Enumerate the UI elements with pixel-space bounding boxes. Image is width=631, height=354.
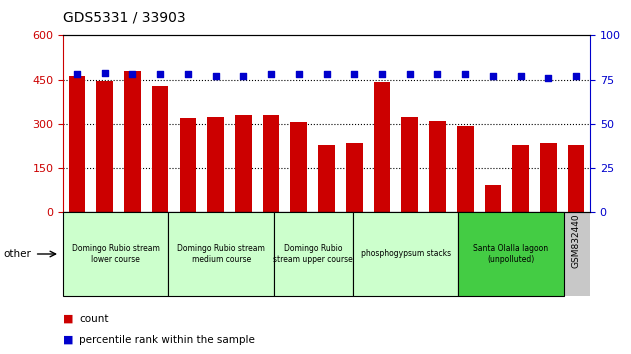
Text: ■: ■ xyxy=(63,314,74,324)
Text: ■: ■ xyxy=(63,335,74,345)
Point xyxy=(377,72,387,77)
Bar xyxy=(457,126,473,212)
Point xyxy=(127,72,138,77)
Text: percentile rank within the sample: percentile rank within the sample xyxy=(79,335,255,345)
Bar xyxy=(152,86,168,212)
Point xyxy=(72,72,82,77)
Point xyxy=(488,73,498,79)
Point xyxy=(321,72,332,77)
Text: other: other xyxy=(3,249,31,259)
Bar xyxy=(180,118,196,212)
Bar xyxy=(69,76,85,212)
Bar xyxy=(208,118,224,212)
Point xyxy=(571,73,581,79)
Point xyxy=(183,72,193,77)
Bar xyxy=(262,115,280,212)
Point xyxy=(155,72,165,77)
Point xyxy=(211,73,221,79)
Bar xyxy=(429,121,445,212)
Point xyxy=(543,75,553,81)
Text: Domingo Rubio
stream upper course: Domingo Rubio stream upper course xyxy=(273,244,353,264)
Bar xyxy=(97,80,113,212)
Bar xyxy=(485,185,501,212)
Text: Domingo Rubio stream
medium course: Domingo Rubio stream medium course xyxy=(177,244,265,264)
Point xyxy=(294,72,304,77)
Point xyxy=(404,72,415,77)
Text: phosphogypsum stacks: phosphogypsum stacks xyxy=(360,250,451,258)
Bar xyxy=(568,145,584,212)
Point xyxy=(239,73,249,79)
Text: Santa Olalla lagoon
(unpolluted): Santa Olalla lagoon (unpolluted) xyxy=(473,244,548,264)
Bar xyxy=(512,145,529,212)
Text: Domingo Rubio stream
lower course: Domingo Rubio stream lower course xyxy=(72,244,160,264)
Point xyxy=(266,72,276,77)
Bar xyxy=(235,115,252,212)
Point xyxy=(349,72,359,77)
Point xyxy=(460,72,470,77)
Text: GDS5331 / 33903: GDS5331 / 33903 xyxy=(63,11,186,25)
Text: count: count xyxy=(79,314,109,324)
Bar xyxy=(540,143,557,212)
Bar xyxy=(346,143,363,212)
Point xyxy=(100,70,110,75)
Bar xyxy=(124,71,141,212)
Bar xyxy=(318,145,335,212)
Point xyxy=(432,72,442,77)
Bar xyxy=(290,122,307,212)
Bar xyxy=(374,82,391,212)
Bar xyxy=(401,116,418,212)
Point xyxy=(516,73,526,79)
